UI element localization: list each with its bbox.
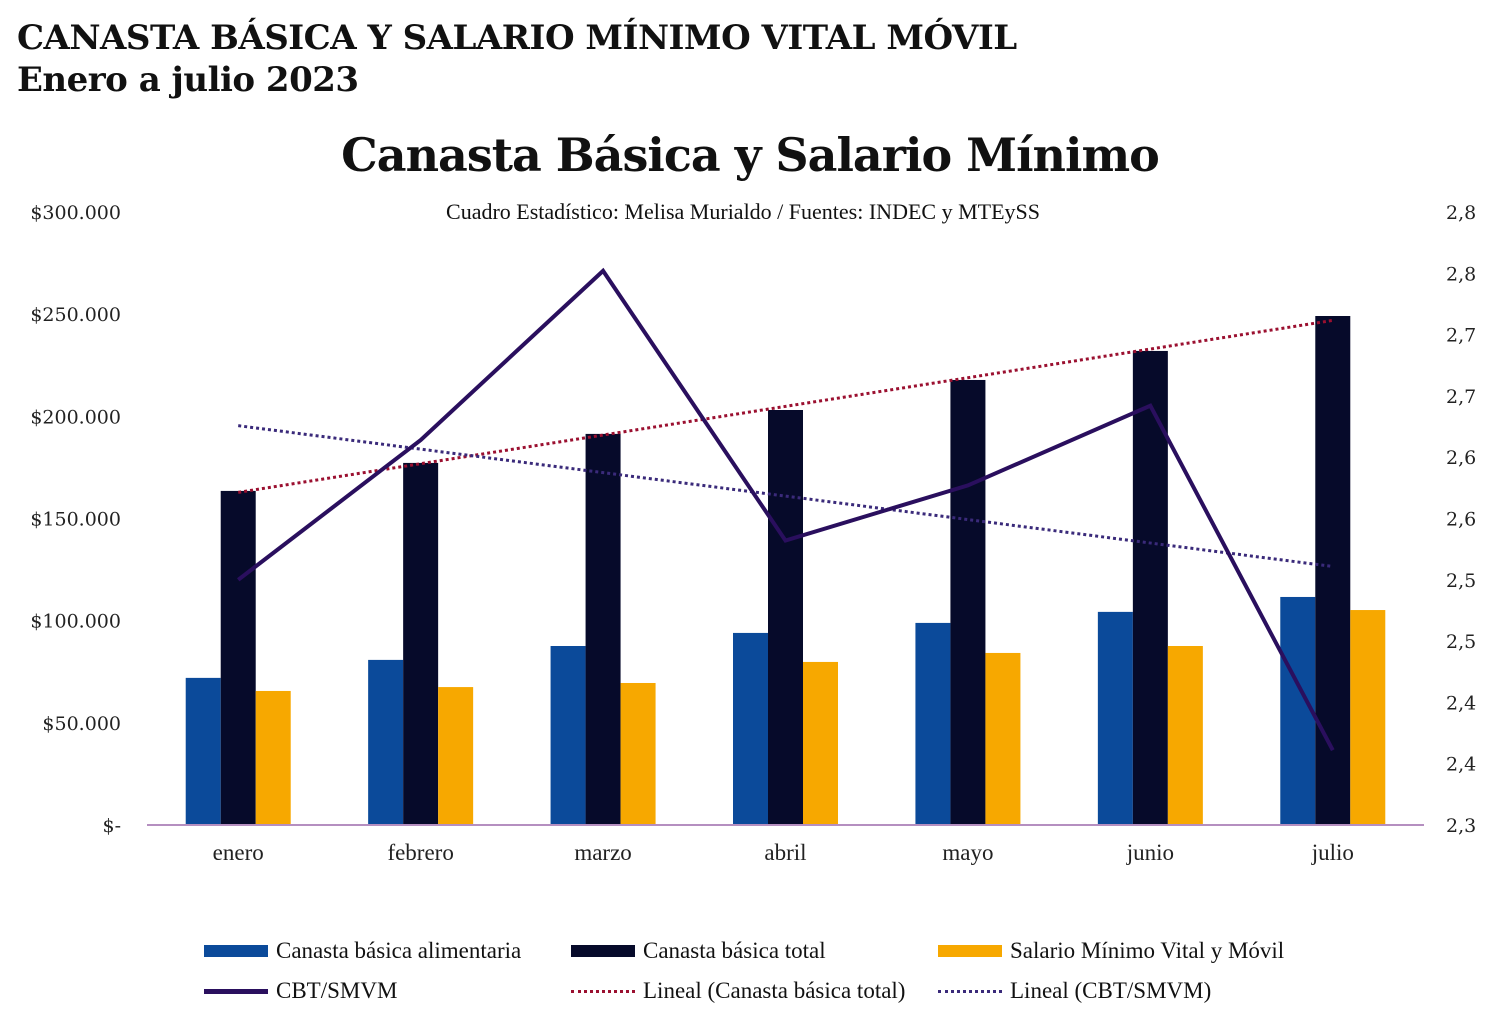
page-subtitle: Enero a julio 2023 <box>17 60 359 100</box>
left-axis-tick: $50.000 <box>42 713 121 735</box>
right-axis-tick: 2,3 <box>1446 815 1476 837</box>
bar-canasta-b-sica-alimentaria <box>1097 611 1133 825</box>
legend-item-trend-cbt: Lineal (Canasta básica total) <box>571 978 905 1004</box>
chart-title: Canasta Básica y Salario Mínimo <box>341 128 1160 182</box>
legend-label: Canasta básica total <box>643 938 826 963</box>
x-axis-tick: mayo <box>942 840 993 865</box>
bar-canasta-b-sica-alimentaria <box>733 632 768 825</box>
legend-item-ratio: CBT/SMVM <box>204 978 397 1004</box>
right-axis-tick: 2,4 <box>1446 692 1476 714</box>
bar-canasta-b-sica-alimentaria <box>1280 596 1316 825</box>
legend-swatch <box>204 988 268 994</box>
right-axis-tick: 2,8 <box>1446 263 1476 285</box>
bar-canasta-b-sica-total <box>1132 350 1168 825</box>
bar-canasta-b-sica-alimentaria <box>915 622 951 825</box>
left-axis-tick: $250.000 <box>30 304 121 326</box>
left-axis-tick: $- <box>102 815 121 837</box>
left-axis-tick: $150.000 <box>30 509 121 531</box>
bar-salario-m-nimo-vital-y-m-vil <box>803 661 838 825</box>
legend-item-cba: Canasta básica alimentaria <box>204 938 521 964</box>
left-axis-tick: $300.000 <box>30 202 121 224</box>
left-axis-tick: $200.000 <box>30 406 121 428</box>
right-axis-tick: 2,7 <box>1446 386 1476 408</box>
right-axis-tick: 2,5 <box>1446 570 1476 592</box>
right-axis-tick: 2,8 <box>1446 202 1476 224</box>
right-axis-tick: 2,7 <box>1446 325 1476 347</box>
x-axis-tick: febrero <box>387 840 453 865</box>
x-axis-tick: julio <box>1311 840 1354 865</box>
bar-canasta-b-sica-total <box>1315 316 1351 825</box>
page-title: CANASTA BÁSICA Y SALARIO MÍNIMO VITAL MÓ… <box>17 18 1017 58</box>
legend-label: Lineal (CBT/SMVM) <box>1010 978 1212 1003</box>
bar-canasta-b-sica-total <box>403 462 439 825</box>
x-axis-tick: enero <box>213 840 264 865</box>
bar-salario-m-nimo-vital-y-m-vil <box>1167 646 1203 825</box>
trendline <box>237 318 1334 494</box>
bar-canasta-b-sica-total <box>585 433 621 825</box>
bar-canasta-b-sica-alimentaria <box>368 659 404 825</box>
legend-label: Lineal (Canasta básica total) <box>643 978 906 1003</box>
x-axis-tick: abril <box>764 840 806 865</box>
right-axis-tick: 2,4 <box>1446 754 1476 776</box>
bar-salario-m-nimo-vital-y-m-vil <box>438 687 474 825</box>
legend-label: CBT/SMVM <box>276 978 398 1003</box>
bar-canasta-b-sica-total <box>220 490 256 825</box>
chart-subtitle: Cuadro Estadístico: Melisa Murialdo / Fu… <box>446 199 1040 224</box>
legend-label: Salario Mínimo Vital y Móvil <box>1010 938 1285 963</box>
left-axis-tick: $100.000 <box>30 611 121 633</box>
bar-canasta-b-sica-total <box>950 379 986 825</box>
bar-canasta-b-sica-alimentaria <box>550 646 586 825</box>
legend-label: Canasta básica alimentaria <box>276 938 522 963</box>
legend-swatch <box>938 989 1002 993</box>
bar-salario-m-nimo-vital-y-m-vil <box>1350 610 1386 825</box>
legend-swatch <box>571 945 635 957</box>
bar-canasta-b-sica-alimentaria <box>185 677 221 825</box>
legend-swatch <box>571 989 635 993</box>
bar-salario-m-nimo-vital-y-m-vil <box>620 682 656 825</box>
bar-canasta-b-sica-total <box>768 409 803 825</box>
bar-salario-m-nimo-vital-y-m-vil <box>255 690 291 825</box>
right-axis-tick: 2,6 <box>1446 509 1476 531</box>
legend-item-trend-ratio: Lineal (CBT/SMVM) <box>938 978 1211 1004</box>
right-axis-tick: 2,6 <box>1446 447 1476 469</box>
legend-item-cbt: Canasta básica total <box>571 938 826 964</box>
x-axis-tick: junio <box>1126 840 1174 865</box>
trendline <box>238 424 1333 568</box>
legend-item-smvm: Salario Mínimo Vital y Móvil <box>938 938 1284 964</box>
right-axis-tick: 2,5 <box>1446 631 1476 653</box>
x-axis-tick: marzo <box>574 840 631 865</box>
legend-swatch <box>938 945 1002 957</box>
legend-swatch <box>204 945 268 957</box>
bar-salario-m-nimo-vital-y-m-vil <box>985 652 1021 825</box>
